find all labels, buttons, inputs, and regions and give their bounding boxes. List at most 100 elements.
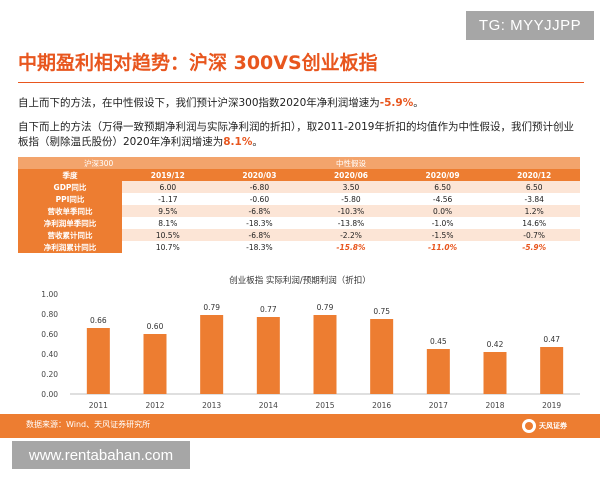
table-cell: -3.84: [488, 193, 580, 205]
bar: [313, 315, 337, 394]
page-title: 中期盈利相对趋势：沪深 300VS创业板指: [18, 52, 378, 74]
row-label: GDP同比: [18, 181, 122, 193]
bar-data-label: 0.45: [430, 337, 447, 346]
table-cell: -18.3%: [213, 241, 306, 253]
bar: [143, 334, 167, 394]
table-cell: -11.0%: [396, 241, 489, 253]
table-cell: -1.5%: [396, 229, 489, 241]
row-label: PPI同比: [18, 193, 122, 205]
table-cell: 8.1%: [122, 217, 214, 229]
table-cell: 6.50: [396, 181, 489, 193]
table-cell: 6.00: [122, 181, 214, 193]
table-cell: -0.7%: [488, 229, 580, 241]
y-tick-label: 0.60: [41, 330, 58, 339]
table-cell: 10.5%: [122, 229, 214, 241]
top-down-text: 自上而下的方法，在中性假设下，我们预计沪深300指数2020年净利润增速为: [18, 97, 380, 109]
table-cell: 9.5%: [122, 205, 214, 217]
x-tick-label: 2014: [259, 401, 278, 410]
footer-bar: [0, 414, 600, 438]
table-cell: 0.0%: [396, 205, 489, 217]
y-tick-label: 0.80: [41, 310, 58, 319]
discount-chart: 创业板指 实际利润/预期利润（折扣） 0.00 0.20 0.40 0.60 0.80 1.…: [0, 268, 600, 414]
group-label-neutral: 中性假设: [122, 157, 580, 169]
forecast-table: 沪深300 中性假设 季度 2019/12 2020/03 2020/06 20…: [18, 157, 580, 253]
table-row: 净利润累计同比 10.7% -18.3% -15.8% -11.0% -5.9%: [18, 241, 580, 253]
x-tick-label: 2015: [315, 401, 334, 410]
header-col: 2019/12: [122, 169, 214, 181]
brand-logo: 天风证券: [522, 417, 580, 435]
bar-data-label: 0.79: [203, 303, 220, 312]
bar-data-label: 0.47: [543, 335, 560, 344]
top-down-end: 。: [413, 97, 424, 109]
discount-chart-svg: 创业板指 实际利润/预期利润（折扣） 0.00 0.20 0.40 0.60 0.80 1.…: [41, 275, 580, 410]
table-row: GDP同比 6.00 -6.80 3.50 6.50 6.50: [18, 181, 580, 193]
table-cell: -4.56: [396, 193, 489, 205]
bar: [86, 328, 110, 394]
x-tick-label: 2018: [485, 401, 504, 410]
header-quarter: 季度: [18, 169, 122, 181]
table-cell: -15.8%: [305, 241, 397, 253]
bar: [200, 315, 224, 394]
bar-data-label: 0.77: [260, 305, 277, 314]
bottom-up-text: 自下而上的方法（万得一致预期净利润与实际净利润的折扣），取2011-2019年折…: [18, 121, 574, 148]
table-cell: -13.8%: [305, 217, 397, 229]
x-tick-label: 2017: [429, 401, 448, 410]
table-cell: 14.6%: [488, 217, 580, 229]
table-cell: 3.50: [305, 181, 397, 193]
bar: [426, 349, 450, 394]
x-tick-label: 2016: [372, 401, 391, 410]
table-cell: -18.3%: [213, 217, 306, 229]
y-tick-label: 0.00: [41, 390, 58, 399]
bar: [256, 317, 280, 394]
table-cell: -6.80: [213, 181, 306, 193]
logo-text: 天风证券: [539, 422, 567, 430]
bar-data-label: 0.75: [373, 307, 390, 316]
x-tick-label: 2013: [202, 401, 221, 410]
bottom-up-value: 8.1%: [223, 136, 253, 148]
bar: [540, 347, 564, 394]
y-tick-label: 0.40: [41, 350, 58, 359]
bar-data-label: 0.60: [147, 322, 164, 331]
table-cell: -2.2%: [305, 229, 397, 241]
table-cell: -10.3%: [305, 205, 397, 217]
data-source: 数据来源：Wind、天风证券研究所: [26, 420, 151, 429]
row-label: 营收单季同比: [18, 205, 122, 217]
header-col: 2020/12: [488, 169, 580, 181]
top-down-value: -5.9%: [379, 97, 414, 109]
y-tick-label: 1.00: [41, 290, 58, 299]
table-cell: 1.2%: [488, 205, 580, 217]
table-cell: -5.80: [305, 193, 397, 205]
x-tick-label: 2012: [145, 401, 164, 410]
bar-data-label: 0.79: [317, 303, 334, 312]
x-tick-label: 2019: [542, 401, 561, 410]
row-label: 净利润单季同比: [18, 217, 122, 229]
table-cell: 10.7%: [122, 241, 214, 253]
bar-data-label: 0.42: [487, 340, 504, 349]
title-divider: [18, 82, 584, 83]
bottom-up-end: 。: [252, 136, 263, 148]
table-header-row: 季度 2019/12 2020/03 2020/06 2020/09 2020/…: [18, 169, 580, 181]
y-tick-label: 0.20: [41, 370, 58, 379]
table-group-row: 沪深300 中性假设: [18, 157, 580, 169]
table-row: 净利润单季同比 8.1% -18.3% -13.8% -1.0% 14.6%: [18, 217, 580, 229]
table-cell: -6.8%: [213, 229, 306, 241]
bar: [370, 319, 394, 394]
table-cell: -6.8%: [213, 205, 306, 217]
bottom-watermark: www.rentabahan.com: [12, 441, 190, 469]
table-cell: -0.60: [213, 193, 306, 205]
table-cell: -1.17: [122, 193, 214, 205]
bar: [483, 352, 507, 394]
logo-icon: [522, 419, 536, 433]
table-row: PPI同比 -1.17 -0.60 -5.80 -4.56 -3.84: [18, 193, 580, 205]
table-row: 营收累计同比 10.5% -6.8% -2.2% -1.5% -0.7%: [18, 229, 580, 241]
table-cell: -1.0%: [396, 217, 489, 229]
bottom-up-paragraph: 自下而上的方法（万得一致预期净利润与实际净利润的折扣），取2011-2019年折…: [18, 120, 584, 150]
x-tick-label: 2011: [89, 401, 108, 410]
top-down-paragraph: 自上而下的方法，在中性假设下，我们预计沪深300指数2020年净利润增速为-5.…: [18, 96, 424, 111]
bar-data-label: 0.66: [90, 316, 107, 325]
row-label: 营收累计同比: [18, 229, 122, 241]
row-label: 净利润累计同比: [18, 241, 122, 253]
table-cell: -5.9%: [488, 241, 580, 253]
header-col: 2020/06: [305, 169, 397, 181]
group-label-hs300: 沪深300: [18, 157, 122, 169]
